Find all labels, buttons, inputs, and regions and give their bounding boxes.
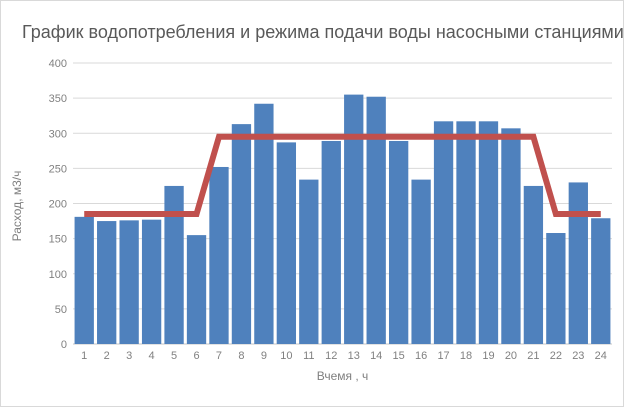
x-tick-label: 23	[572, 350, 584, 362]
bar-hour-18	[456, 121, 476, 345]
bar-hour-3	[119, 220, 139, 344]
x-tick-label: 20	[505, 350, 517, 362]
y-tick-label: 150	[49, 234, 67, 246]
supply-line	[84, 133, 601, 218]
y-tick-label: 400	[49, 58, 67, 70]
bar-hour-14	[366, 96, 386, 344]
bar-hour-20	[501, 128, 521, 344]
x-tick-label: 21	[527, 350, 539, 362]
bar-hour-17	[433, 121, 454, 345]
bar-hour-21	[523, 185, 544, 344]
bar-hour-10	[276, 142, 297, 344]
y-tick-label: 0	[61, 339, 67, 351]
x-tick-label: 14	[370, 350, 382, 362]
x-tick-label: 6	[193, 350, 199, 362]
bar-hour-13	[344, 94, 364, 344]
bar-hour-5	[164, 185, 184, 344]
y-tick-label: 250	[49, 163, 67, 175]
bar-hour-6	[186, 235, 207, 344]
bar-hour-7	[209, 166, 229, 344]
x-tick-label: 15	[393, 350, 405, 362]
x-tick-label: 2	[104, 350, 110, 362]
x-tick-label: 4	[149, 350, 155, 362]
x-tick-label: 12	[325, 350, 337, 362]
x-tick-label: 17	[437, 350, 449, 362]
x-tick-label: 5	[171, 350, 177, 362]
bar-hour-16	[411, 179, 431, 344]
x-tick-label: 19	[482, 350, 494, 362]
bar-hour-19	[478, 121, 499, 345]
x-tick-label: 22	[550, 350, 562, 362]
y-tick-label: 350	[49, 93, 67, 105]
bar-hour-4	[141, 219, 162, 344]
x-tick-label: 9	[261, 350, 267, 362]
bar-hour-2	[97, 221, 117, 344]
bar-hour-24	[591, 218, 611, 344]
bar-hour-1	[74, 216, 94, 344]
x-tick-label: 8	[238, 350, 244, 362]
x-tick-label: 13	[348, 350, 360, 362]
x-tick-label: 16	[415, 350, 427, 362]
x-tick-label: 1	[81, 350, 87, 362]
bar-hour-15	[388, 140, 409, 344]
bar-hour-8	[231, 124, 252, 345]
bar-hour-9	[254, 103, 274, 345]
bar-hour-11	[299, 179, 319, 344]
x-tick-label: 7	[216, 350, 222, 362]
y-tick-label: 300	[49, 128, 67, 140]
x-tick-label: 11	[303, 350, 314, 362]
x-axis-title: Вчемя , ч	[316, 369, 369, 383]
x-tick-label: 10	[280, 350, 292, 362]
bar-hour-23	[568, 182, 588, 344]
y-tick-label: 100	[49, 269, 67, 281]
y-tick-label: 50	[55, 304, 67, 316]
y-tick-label: 200	[49, 199, 67, 211]
x-tick-label: 3	[126, 350, 132, 362]
bar-hour-22	[546, 233, 566, 344]
x-tick-label: 24	[595, 350, 607, 362]
chart-title: График водопотребления и режима подачи в…	[22, 22, 624, 42]
bar-hour-12	[321, 140, 341, 344]
x-tick-label: 18	[460, 350, 472, 362]
